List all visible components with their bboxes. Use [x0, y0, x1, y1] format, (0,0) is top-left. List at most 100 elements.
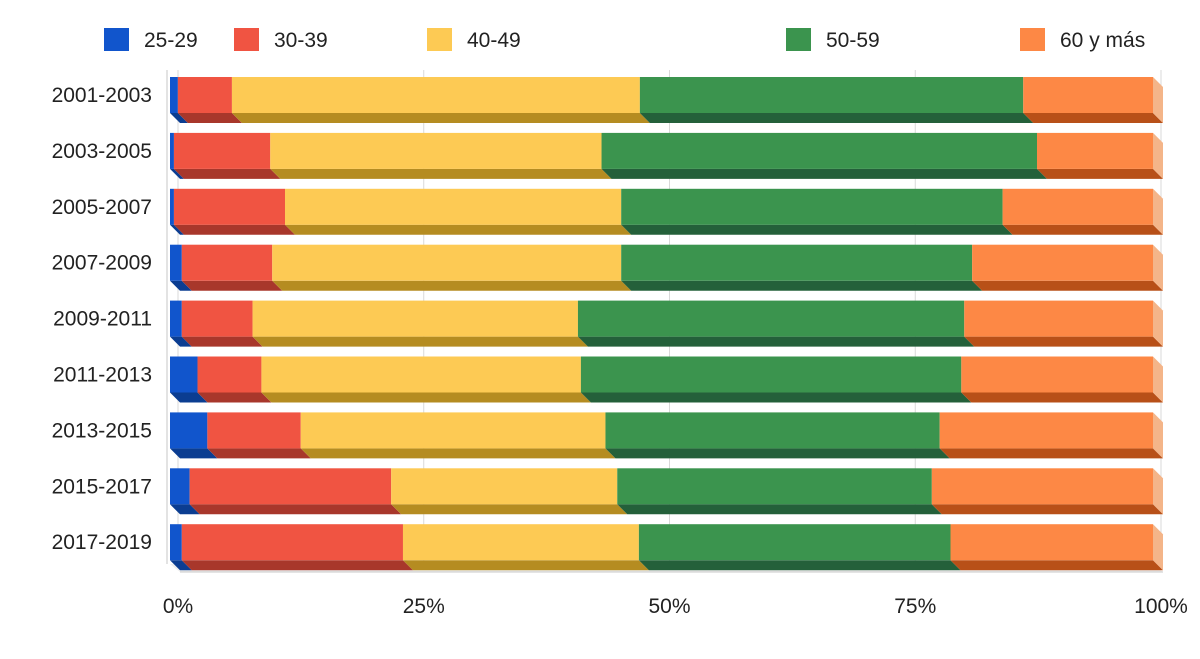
bar-side-50-59	[621, 224, 1013, 235]
bar-25-29	[170, 412, 208, 449]
bar-row-2017-2019	[170, 524, 1163, 571]
bar-40-49	[261, 356, 581, 393]
bar-25-29	[170, 132, 174, 169]
bar-side-25-29	[170, 168, 184, 179]
legend-label: 50-59	[826, 29, 880, 52]
bar-side-25-29	[170, 504, 200, 515]
bar-end-face	[1153, 300, 1163, 347]
bar-60 y más	[1037, 132, 1153, 169]
bars	[170, 77, 1163, 571]
bar-row-2009-2011	[170, 300, 1163, 347]
bar-side-50-59	[639, 113, 1034, 123]
bar-30-39	[189, 468, 392, 505]
bar-end-face	[1153, 524, 1163, 571]
bar-60 y más	[964, 300, 1153, 337]
bar-side-30-39	[189, 504, 402, 515]
bar-side-60 y más	[1037, 168, 1163, 179]
bar-50-59	[621, 244, 973, 281]
legend-swatch	[234, 28, 259, 51]
x-tick-label: 25%	[403, 595, 445, 618]
bar-30-39	[181, 244, 273, 281]
bar-60 y más	[972, 244, 1153, 281]
bar-end-face	[1153, 468, 1163, 515]
bar-side-40-49	[300, 448, 616, 459]
bar-side-40-49	[391, 504, 628, 515]
bar-row-2005-2007	[170, 188, 1163, 235]
bar-25-29	[170, 468, 190, 505]
bar-side-50-59	[577, 336, 975, 347]
bar-row-2013-2015	[170, 412, 1163, 459]
legend-swatch	[786, 28, 811, 51]
bar-side-25-29	[170, 392, 208, 403]
category-label: 2003-2005	[52, 140, 152, 163]
bar-40-49	[285, 188, 622, 225]
legend-item-25-29: 25-29	[104, 28, 198, 52]
category-label: 2001-2003	[52, 84, 152, 107]
bar-side-40-49	[261, 392, 591, 403]
bar-side-50-59	[621, 280, 983, 291]
bar-end-face	[1153, 412, 1163, 459]
bar-50-59	[638, 524, 951, 561]
bar-side-25-29	[170, 448, 218, 459]
bar-side-30-39	[181, 560, 413, 571]
bar-side-50-59	[605, 448, 950, 459]
legend-item-60 y más: 60 y más	[1020, 28, 1145, 52]
category-label: 2007-2009	[52, 252, 152, 275]
bar-side-30-39	[181, 280, 283, 291]
bar-side-25-29	[170, 113, 188, 123]
bar-side-40-49	[252, 336, 588, 347]
bar-side-30-39	[181, 336, 263, 347]
bar-40-49	[272, 244, 622, 281]
bar-25-29	[170, 244, 182, 281]
legend-swatch	[1020, 28, 1045, 51]
bar-side-25-29	[170, 560, 192, 571]
bar-row-2003-2005	[170, 132, 1163, 179]
bar-25-29	[170, 77, 178, 113]
bar-row-2011-2013	[170, 356, 1163, 403]
legend-swatch	[104, 28, 129, 51]
bar-50-59	[639, 77, 1024, 113]
bar-50-59	[605, 412, 940, 449]
bar-25-29	[170, 356, 198, 393]
bar-40-49	[391, 468, 618, 505]
bar-side-30-39	[173, 168, 281, 179]
bar-25-29	[170, 524, 182, 561]
bar-50-59	[577, 300, 965, 337]
bar-30-39	[181, 300, 253, 337]
bar-side-60 y más	[1023, 113, 1163, 123]
bar-50-59	[617, 468, 932, 505]
bar-side-50-59	[638, 560, 961, 571]
x-tick-label: 0%	[163, 595, 193, 618]
axes: 2001-2003 2003-2005 2005-2007 2007-2009 2009…	[52, 84, 1188, 618]
bar-side-30-39	[173, 224, 296, 235]
bar-side-40-49	[272, 280, 632, 291]
bar-side-50-59	[617, 504, 942, 515]
bar-40-49	[402, 524, 639, 561]
category-label: 2013-2015	[52, 419, 152, 442]
bar-side-40-49	[231, 113, 650, 123]
legend-item-50-59: 50-59	[786, 28, 880, 52]
bar-30-39	[173, 132, 271, 169]
bar-30-39	[197, 356, 262, 393]
bar-side-60 y más	[939, 448, 1163, 459]
bar-side-60 y más	[1002, 224, 1163, 235]
bar-50-59	[601, 132, 1038, 169]
bar-side-25-29	[170, 336, 192, 347]
bar-side-60 y más	[950, 560, 1163, 571]
bar-end-face	[1153, 356, 1163, 403]
bar-25-29	[170, 188, 174, 225]
x-tick-label: 50%	[648, 595, 690, 618]
bar-end-face	[1153, 188, 1163, 235]
bar-side-30-39	[207, 448, 311, 459]
x-tick-label: 75%	[894, 595, 936, 618]
bar-60 y más	[1002, 188, 1153, 225]
bar-25-29	[170, 300, 182, 337]
legend-swatch	[427, 28, 452, 51]
bar-side-25-29	[170, 224, 184, 235]
category-label: 2011-2013	[53, 364, 152, 387]
bar-side-60 y más	[972, 280, 1163, 291]
bar-side-30-39	[197, 392, 272, 403]
bar-side-50-59	[580, 392, 972, 403]
